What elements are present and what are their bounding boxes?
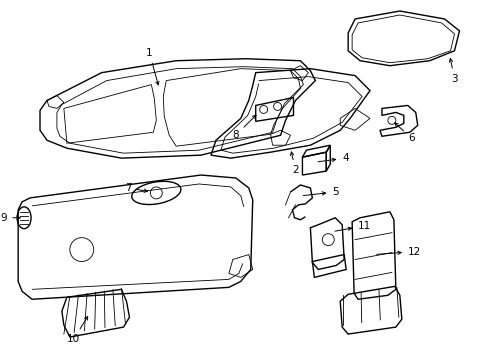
Text: 3: 3 xyxy=(448,59,457,84)
Text: 11: 11 xyxy=(334,221,370,231)
Text: 7: 7 xyxy=(124,183,147,193)
Text: 6: 6 xyxy=(394,123,414,143)
Text: 10: 10 xyxy=(67,316,87,344)
Text: 8: 8 xyxy=(232,115,255,140)
Text: 12: 12 xyxy=(376,247,420,257)
Text: 1: 1 xyxy=(146,48,159,85)
Text: 4: 4 xyxy=(318,153,348,163)
Text: 2: 2 xyxy=(290,152,298,175)
Text: 5: 5 xyxy=(303,187,338,197)
Text: 9: 9 xyxy=(0,213,20,223)
